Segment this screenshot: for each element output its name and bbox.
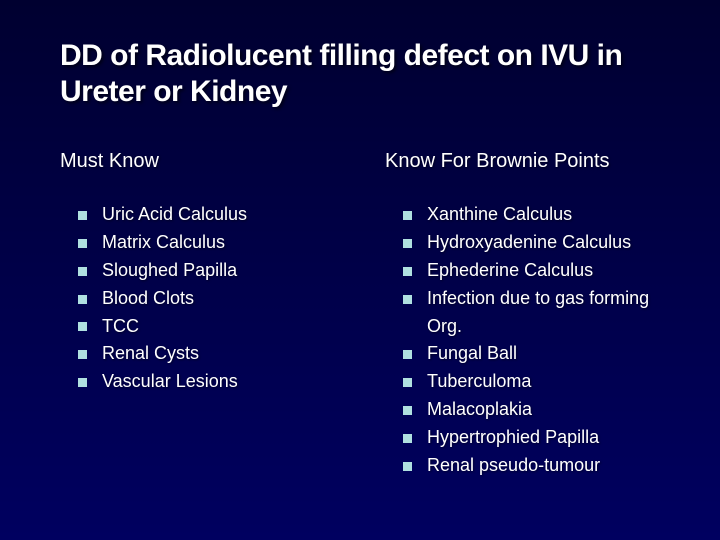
slide-title: DD of Radiolucent filling defect on IVU … — [60, 38, 670, 110]
column-heading: Must Know — [60, 150, 345, 173]
list-item: Matrix Calculus — [78, 229, 345, 257]
list-item: Hypertrophied Papilla — [403, 424, 670, 452]
column-brownie-points: Know For Brownie Points Xanthine Calculu… — [385, 150, 670, 480]
bullet-list: Xanthine Calculus Hydroxyadenine Calculu… — [385, 201, 670, 480]
list-item: Malacoplakia — [403, 396, 670, 424]
list-item: Infection due to gas forming Org. — [403, 285, 670, 341]
list-item: Fungal Ball — [403, 340, 670, 368]
column-heading: Know For Brownie Points — [385, 150, 670, 173]
list-item: Renal Cysts — [78, 340, 345, 368]
list-item: Renal pseudo-tumour — [403, 452, 670, 480]
columns: Must Know Uric Acid Calculus Matrix Calc… — [60, 150, 670, 480]
slide: DD of Radiolucent filling defect on IVU … — [0, 0, 720, 540]
list-item: Sloughed Papilla — [78, 257, 345, 285]
list-item: Blood Clots — [78, 285, 345, 313]
list-item: TCC — [78, 313, 345, 341]
column-must-know: Must Know Uric Acid Calculus Matrix Calc… — [60, 150, 345, 480]
bullet-list: Uric Acid Calculus Matrix Calculus Sloug… — [60, 201, 345, 396]
list-item: Vascular Lesions — [78, 368, 345, 396]
list-item: Ephederine Calculus — [403, 257, 670, 285]
list-item: Uric Acid Calculus — [78, 201, 345, 229]
list-item: Hydroxyadenine Calculus — [403, 229, 670, 257]
list-item: Tuberculoma — [403, 368, 670, 396]
list-item: Xanthine Calculus — [403, 201, 670, 229]
